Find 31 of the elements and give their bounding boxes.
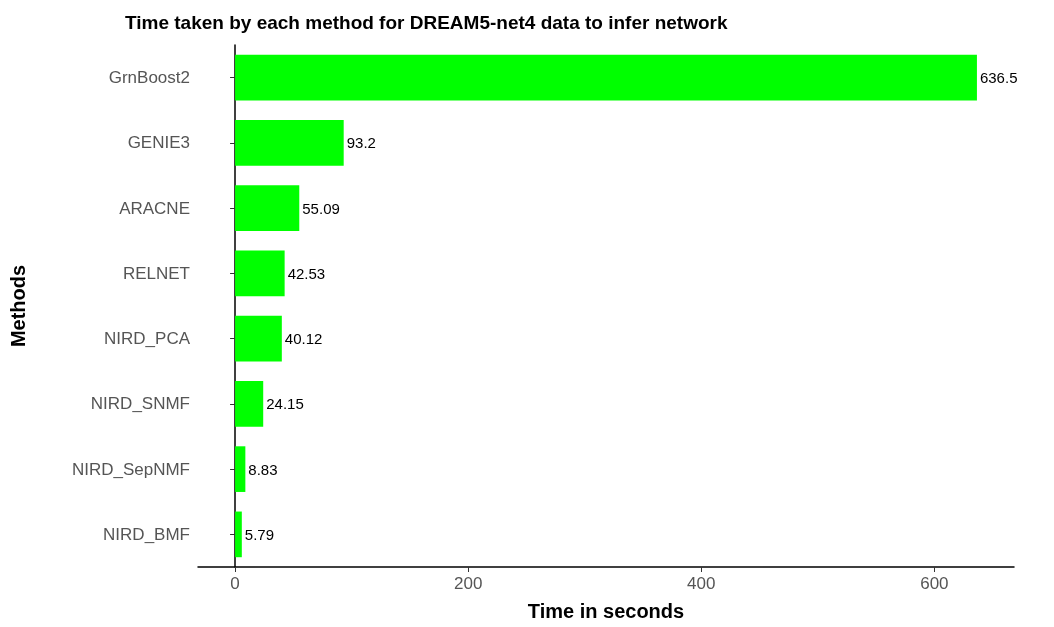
data-label: 42.53 <box>287 264 326 282</box>
bar <box>235 315 282 362</box>
x-tick-label: 200 <box>453 574 483 593</box>
y-tick-label: GENIE3 <box>127 133 190 153</box>
y-tick-label: GrnBoost2 <box>108 68 190 88</box>
data-label: 40.12 <box>284 330 323 348</box>
x-axis-title: Time in seconds <box>527 600 685 622</box>
bar <box>235 54 977 101</box>
data-label: 93.2 <box>346 134 376 152</box>
y-tick-label: NIRD_SepNMF <box>71 459 190 479</box>
y-tick-label: ARACNE <box>119 198 190 218</box>
bar <box>235 185 300 231</box>
bar <box>235 381 264 427</box>
y-tick-label: NIRD_SNMF <box>90 394 190 414</box>
x-tick-label: 600 <box>920 574 949 593</box>
bar <box>235 511 242 558</box>
x-tick-label: 0 <box>230 574 240 593</box>
x-tick-label: 400 <box>687 574 716 593</box>
bar <box>235 250 285 297</box>
y-tick-label: NIRD_BMF <box>103 524 190 544</box>
data-label: 8.83 <box>248 460 278 478</box>
chart-title: Time taken by each method for DREAM5-net4 data to infer network <box>125 12 728 33</box>
y-tick-label: NIRD_PCA <box>104 329 191 349</box>
data-label: 55.09 <box>302 199 340 217</box>
bar <box>235 446 246 492</box>
data-label: 24.15 <box>266 395 304 413</box>
data-label: 636.5 <box>979 69 1018 87</box>
bar <box>235 120 344 166</box>
y-axis-title: Methods <box>7 264 29 348</box>
data-label: 5.79 <box>244 525 275 543</box>
y-tick-label: RELNET <box>122 263 190 283</box>
